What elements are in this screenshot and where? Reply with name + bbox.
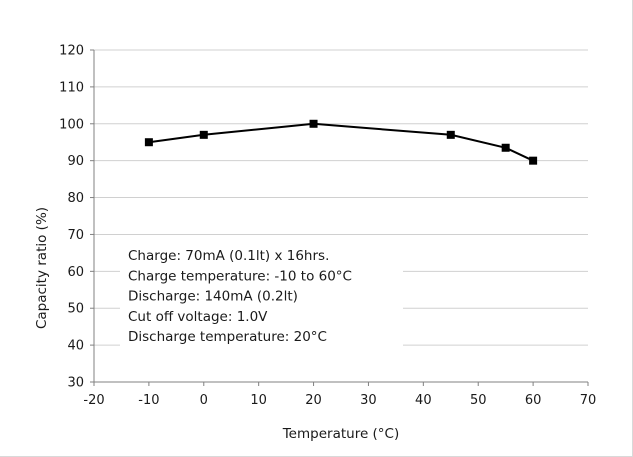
data-point [199, 130, 208, 139]
annotation-line: Charge: 70mA (0.1lt) x 16hrs. [128, 248, 329, 264]
annotation-line: Discharge: 140mA (0.2lt) [128, 289, 298, 305]
data-point [144, 138, 153, 147]
data-point [529, 156, 538, 165]
y-tick-label: 40 [67, 339, 84, 354]
data-point [501, 143, 510, 152]
y-tick-label: 50 [67, 302, 84, 317]
data-point [446, 130, 455, 139]
x-tick-label: 40 [415, 393, 432, 408]
y-tick-labels: 30 40 50 60 70 80 90 100 110 120 [59, 44, 84, 391]
y-axis-label: Capacity ratio (%) [34, 207, 50, 329]
x-tick-label: -20 [83, 393, 104, 408]
x-tick-label: 10 [250, 393, 267, 408]
series [144, 119, 538, 165]
y-tick-label: 70 [67, 228, 84, 243]
x-tick-label: 50 [470, 393, 487, 408]
y-tick-label: 80 [67, 191, 84, 206]
series-line [148, 122, 534, 162]
x-tick-label: -10 [138, 393, 159, 408]
x-tick-label: 70 [580, 393, 597, 408]
y-tick-label: 30 [67, 376, 84, 391]
y-tick-label: 120 [59, 44, 84, 59]
annotation-line: Discharge temperature: 20°C [128, 329, 327, 345]
conditions-annotation: Charge: 70mA (0.1lt) x 16hrs. Charge temp… [120, 241, 403, 350]
y-tick-label: 60 [67, 265, 84, 280]
y-tick-label: 100 [59, 117, 84, 132]
annotation-line: Charge temperature: -10 to 60°C [128, 268, 352, 284]
annotation-background [120, 241, 403, 350]
x-tick-label: 60 [525, 393, 542, 408]
x-tick-label: 20 [305, 393, 322, 408]
axes [90, 49, 589, 386]
x-axis-label: Temperature (°C) [282, 426, 400, 442]
annotation-line: Cut off voltage: 1.0V [128, 309, 268, 325]
x-tick-labels: -20 -10 0 10 20 30 40 50 60 70 [83, 393, 596, 408]
y-tick-label: 110 [59, 80, 84, 95]
y-tick-label: 90 [67, 154, 84, 169]
data-point [309, 119, 318, 128]
x-tick-label: 0 [200, 393, 208, 408]
x-tick-label: 30 [360, 393, 377, 408]
